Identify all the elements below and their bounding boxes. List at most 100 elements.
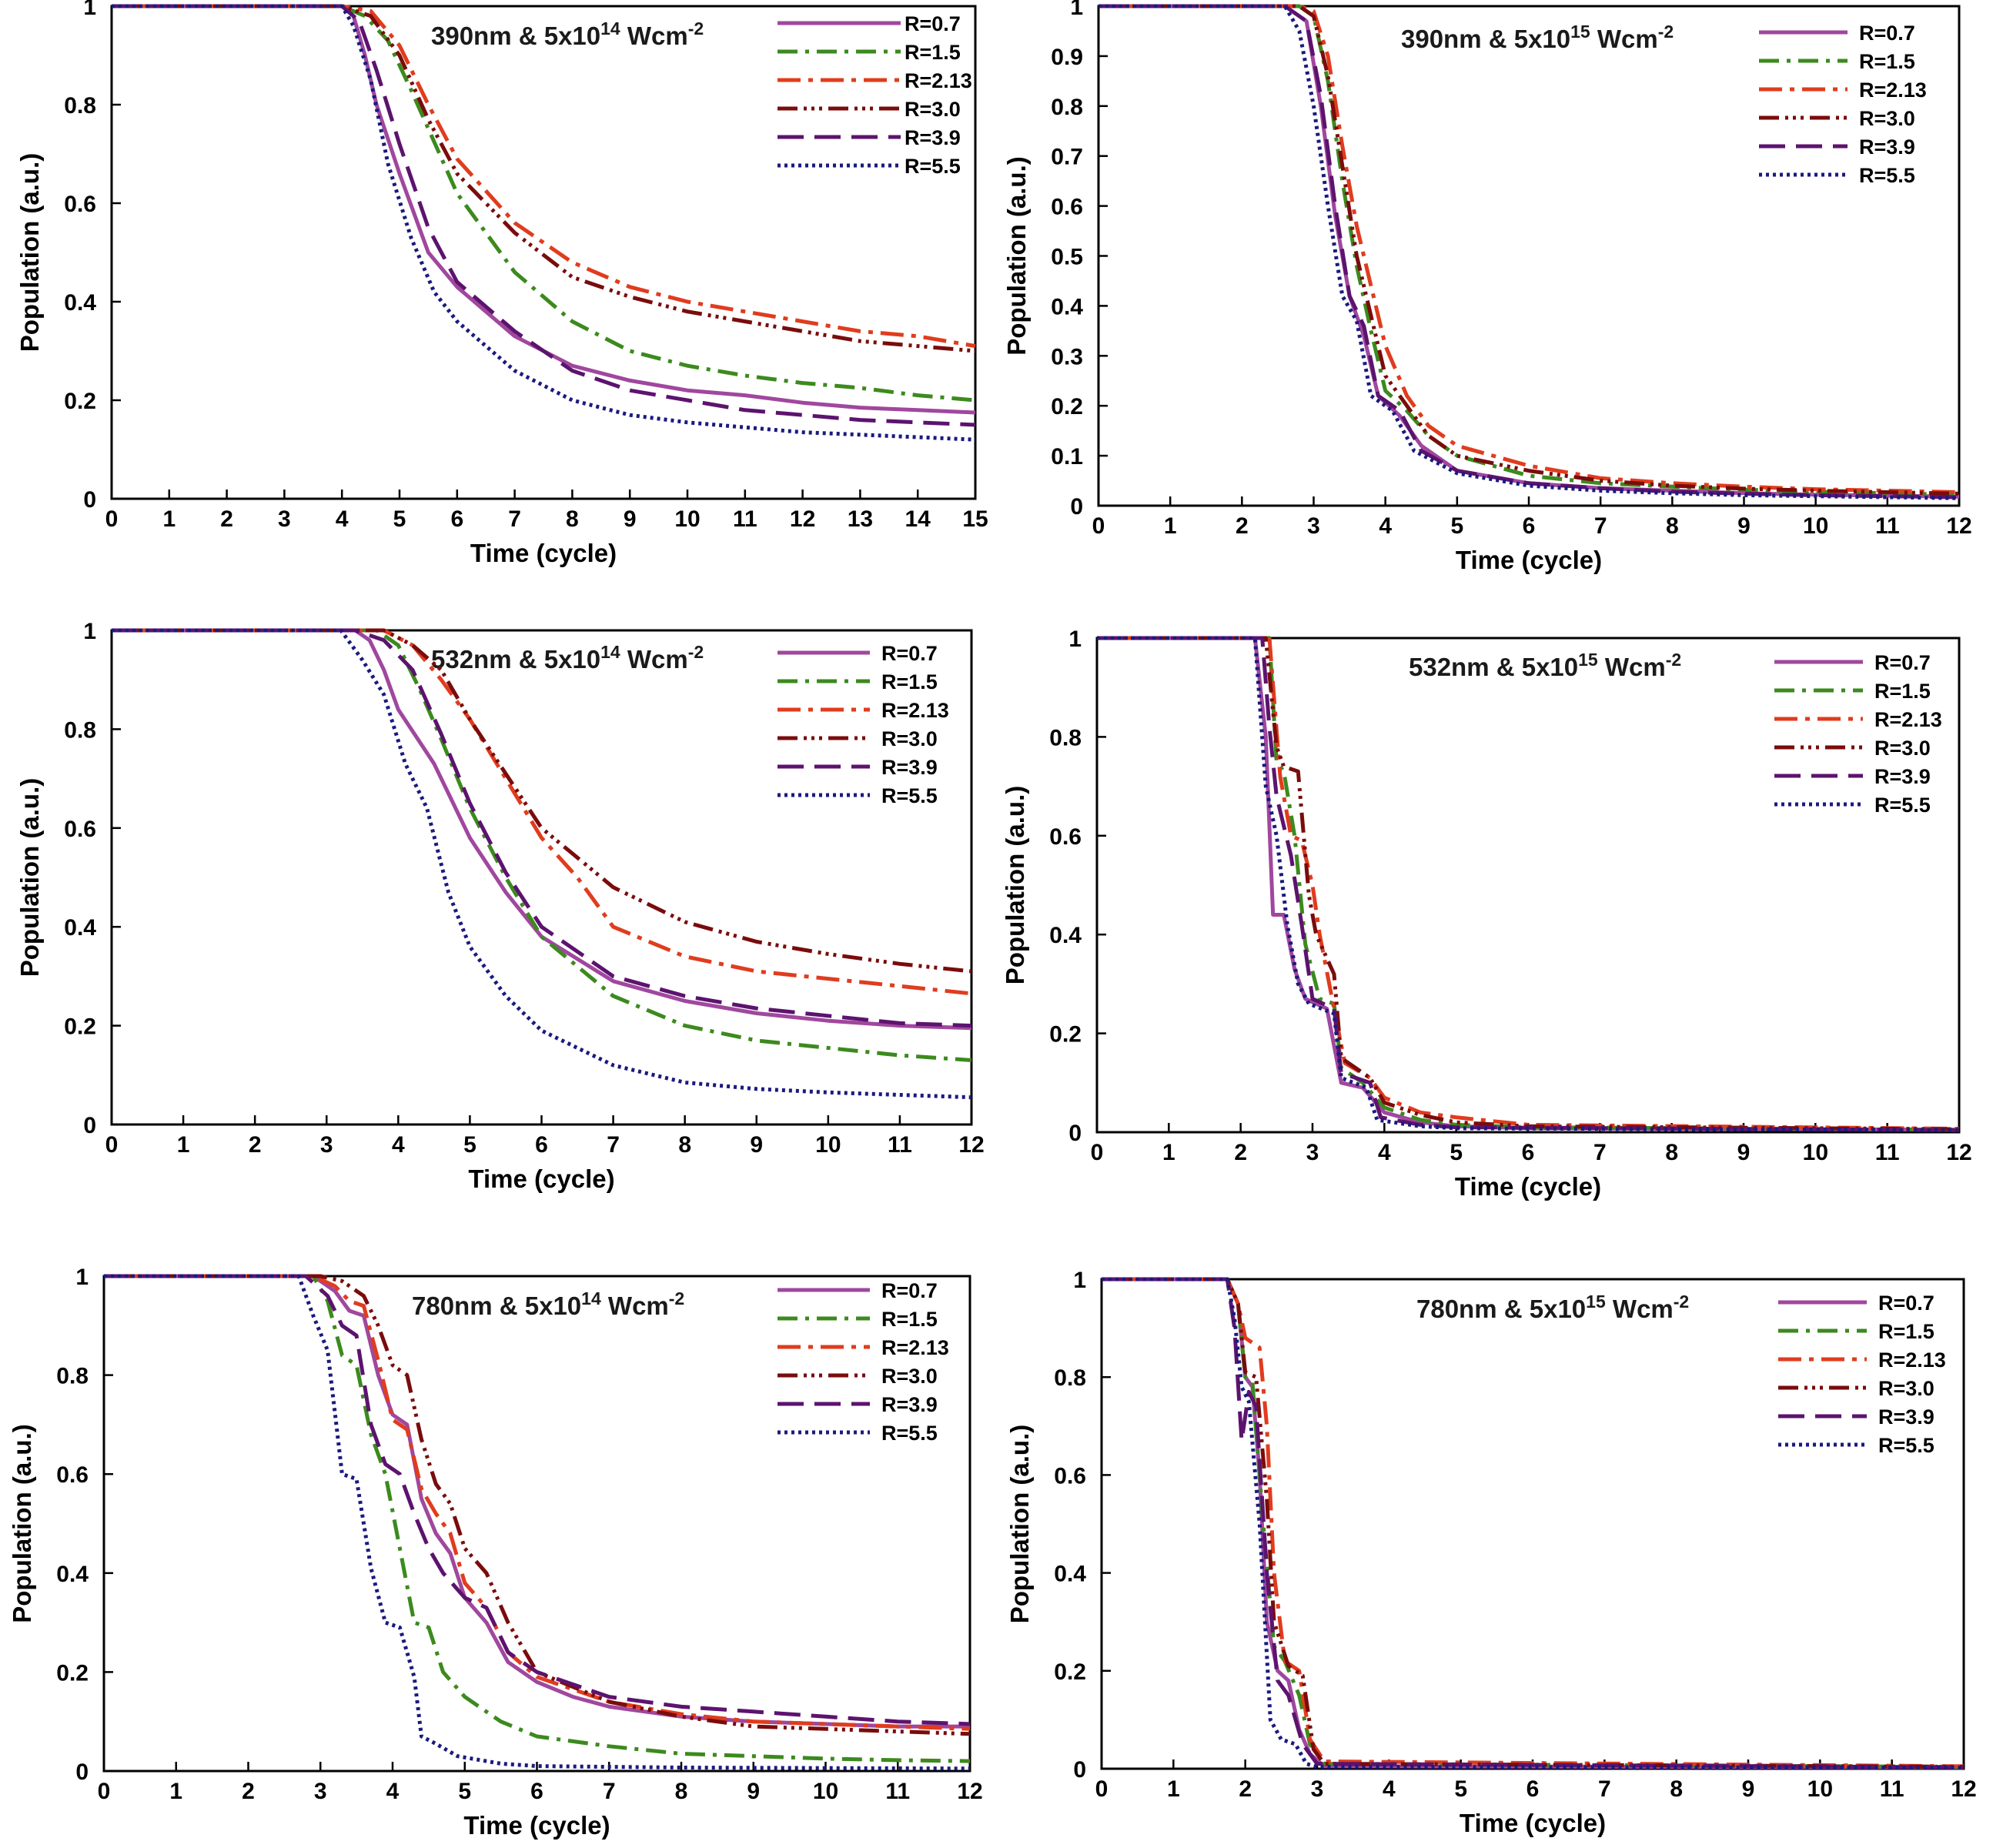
plot-frame [102, 1275, 971, 1773]
x-tick-label: 8 [1666, 513, 1679, 539]
y-tick-label: 0.2 [1051, 394, 1083, 419]
x-tick-label: 2 [1236, 513, 1249, 539]
x-tick-label: 10 [815, 1132, 841, 1158]
y-tick-label: 0.6 [56, 1462, 89, 1488]
y-tick-label: 0.8 [1049, 725, 1082, 750]
y-tick-label: 0.4 [56, 1562, 89, 1587]
panel-title: 390nm & 5x1015 Wcm-2 [1401, 22, 1674, 53]
legend-label: R=3.0 [881, 727, 938, 750]
x-tick-label: 4 [1383, 1776, 1396, 1802]
x-tick-label: 5 [463, 1132, 477, 1158]
x-tick-label: 10 [674, 506, 700, 532]
panel-title: 532nm & 5x1014 Wcm-2 [431, 642, 704, 673]
y-axis-title: Population (a.u.) [8, 1424, 36, 1622]
x-tick-label: 0 [105, 506, 119, 532]
x-tick-label: 2 [242, 1779, 255, 1804]
series-line-r-3-9 [1097, 636, 1960, 1132]
y-tick-label: 0 [75, 1759, 89, 1785]
series-line-r-0-7 [112, 4, 976, 415]
y-axis-title: Population (a.u.) [15, 778, 44, 977]
series-line-r-0-7 [112, 628, 972, 1031]
series-line-r-1-5 [112, 628, 972, 1062]
y-axis-title: Population (a.u.) [1005, 1425, 1034, 1623]
x-tick-label: 4 [392, 1132, 405, 1158]
y-tick-label: 0.4 [1051, 294, 1083, 319]
series-line-r-5-5 [112, 4, 976, 442]
series-line-r-2-13 [1098, 4, 1960, 494]
y-tick-label: 1 [1070, 0, 1083, 20]
legend-label: R=0.7 [881, 1279, 938, 1302]
x-tick-label: 3 [1307, 513, 1320, 539]
legend-label: R=3.0 [1859, 107, 1915, 130]
series-line-r-3-9 [112, 4, 976, 427]
y-tick-label: 1 [83, 0, 96, 20]
legend-label: R=3.0 [905, 98, 961, 121]
legend-label: R=0.7 [905, 12, 961, 35]
x-tick-label: 9 [1737, 513, 1751, 539]
legend-label: R=1.5 [905, 41, 961, 64]
plot-frame [1095, 637, 1961, 1134]
legend-label: R=1.5 [881, 670, 938, 693]
y-tick-label: 0.6 [64, 817, 96, 842]
x-tick-label: 7 [1593, 1140, 1607, 1165]
x-tick-label: 4 [1379, 513, 1392, 539]
y-tick-label: 0 [83, 1113, 96, 1138]
series-line-r-1-5 [1098, 4, 1960, 497]
series-line-r-0-7 [1102, 1277, 1965, 1769]
x-tick-label: 8 [566, 506, 579, 532]
x-tick-label: 11 [885, 1779, 910, 1804]
x-tick-label: 11 [733, 506, 757, 532]
x-tick-label: 0 [105, 1132, 119, 1158]
series-line-r-3-9 [104, 1274, 971, 1726]
x-tick-label: 1 [177, 1132, 190, 1158]
x-tick-label: 12 [790, 506, 815, 532]
legend-label: R=5.5 [881, 1422, 938, 1445]
x-tick-label: 10 [1807, 1776, 1833, 1802]
y-tick-label: 0.6 [1054, 1463, 1086, 1489]
legend-label: R=3.9 [881, 756, 938, 779]
x-tick-label: 3 [314, 1779, 327, 1804]
legend-label: R=5.5 [881, 784, 938, 807]
x-tick-label: 6 [535, 1132, 548, 1158]
x-axis-title: Time (cycle) [1460, 1809, 1606, 1837]
series-line-r-0-7 [1097, 636, 1960, 1132]
y-tick-label: 0.6 [1051, 195, 1083, 220]
x-tick-label: 13 [848, 506, 873, 532]
y-tick-label: 0.4 [64, 290, 96, 316]
x-tick-label: 0 [1092, 513, 1105, 539]
x-tick-label: 1 [1162, 1140, 1175, 1165]
y-tick-label: 0.8 [1054, 1365, 1086, 1391]
legend-label: R=0.7 [1874, 651, 1931, 674]
y-tick-label: 0 [83, 487, 96, 513]
x-tick-label: 0 [98, 1779, 111, 1804]
y-tick-label: 0.7 [1051, 145, 1083, 170]
y-tick-label: 0.8 [1051, 95, 1083, 120]
x-tick-label: 10 [1803, 1140, 1828, 1165]
legend-label: R=5.5 [1878, 1434, 1934, 1457]
legend-label: R=0.7 [881, 642, 938, 665]
x-tick-label: 7 [1598, 1776, 1611, 1802]
x-tick-label: 1 [1164, 513, 1177, 539]
x-tick-label: 3 [1311, 1776, 1324, 1802]
series-line-r-1-5 [1097, 636, 1960, 1132]
y-tick-label: 1 [1068, 627, 1082, 652]
x-tick-label: 2 [249, 1132, 262, 1158]
series-line-r-2-13 [104, 1274, 971, 1731]
y-tick-label: 0.4 [1049, 923, 1082, 948]
legend-label: R=1.5 [1874, 680, 1931, 703]
x-tick-label: 15 [962, 506, 988, 532]
legend-label: R=5.5 [905, 155, 961, 178]
series-line-r-5-5 [104, 1274, 971, 1771]
y-tick-label: 1 [75, 1265, 89, 1290]
x-tick-label: 4 [386, 1779, 400, 1804]
x-tick-label: 8 [675, 1779, 688, 1804]
legend-label: R=3.9 [905, 126, 961, 149]
legend-label: R=3.0 [881, 1365, 938, 1388]
plot-frame [110, 5, 977, 500]
legend-label: R=1.5 [1878, 1320, 1934, 1343]
y-tick-label: 0.2 [56, 1660, 89, 1686]
series-line-r-5-5 [1097, 636, 1960, 1132]
